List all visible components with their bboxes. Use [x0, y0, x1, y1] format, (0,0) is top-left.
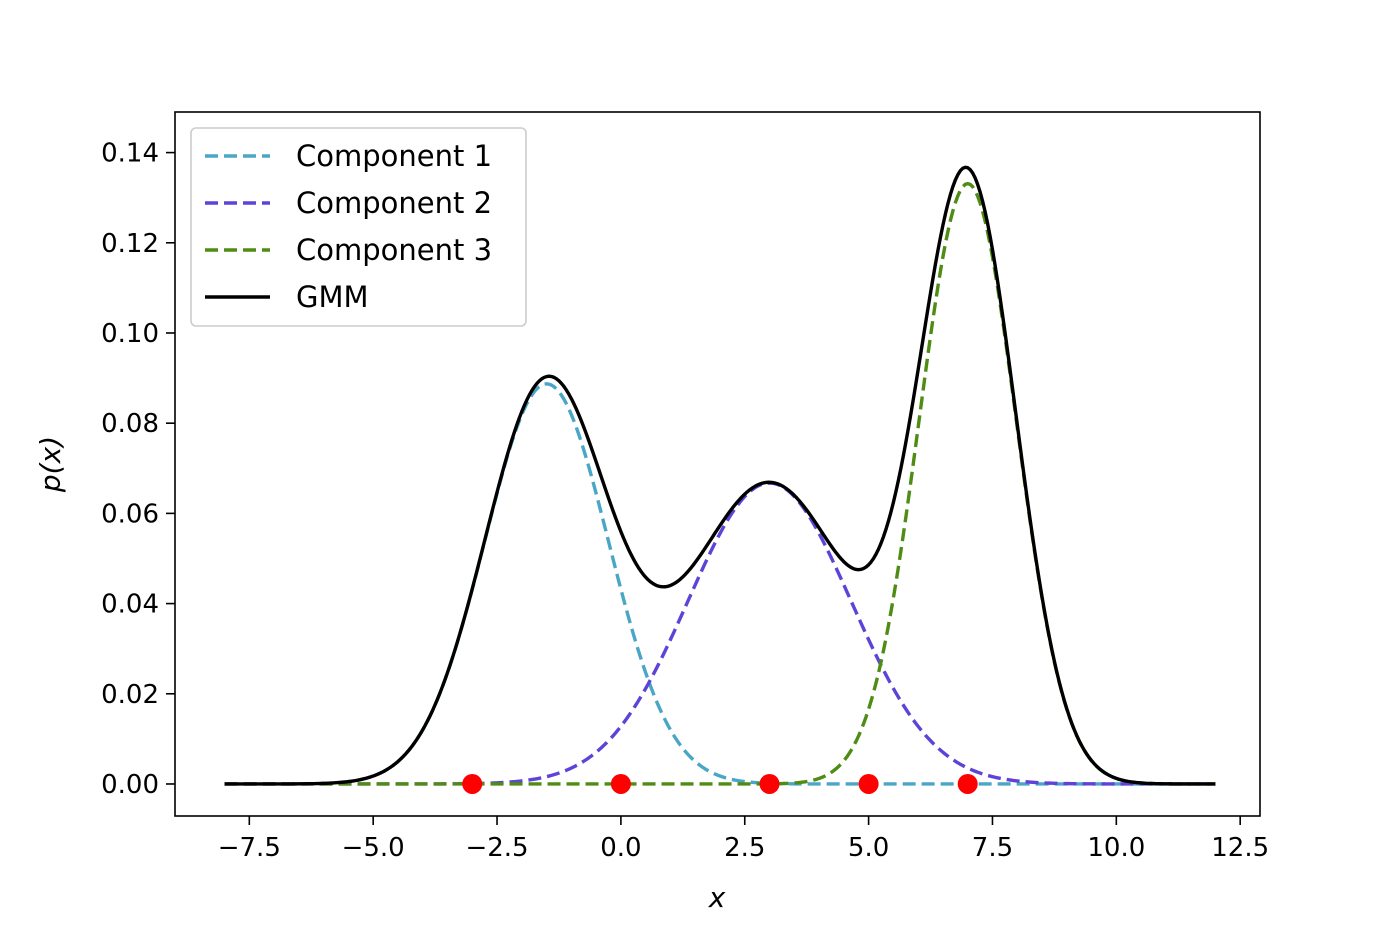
- x-axis-label: x: [708, 881, 726, 914]
- data-point: [858, 773, 879, 794]
- y-tick-label: 0.10: [101, 319, 159, 349]
- y-tick-label: 0.00: [101, 770, 159, 800]
- data-point: [462, 773, 483, 794]
- plot-frame: [174, 111, 1261, 817]
- data-point: [957, 773, 978, 794]
- y-tick-label: 0.02: [101, 680, 159, 710]
- y-tick-label: 0.06: [101, 499, 159, 529]
- series-line-component-3: [224, 181, 1216, 786]
- x-tick-label: −5.0: [342, 833, 405, 863]
- data-point: [610, 773, 631, 794]
- y-axis: 0.00 0.02 0.04 0.06 0.08 0.10 0.12 0.14: [101, 139, 175, 800]
- x-tick-label: 12.5: [1211, 833, 1269, 863]
- x-tick-label: −2.5: [465, 833, 528, 863]
- legend: Component 1 Component 2 Component 3 GMM: [190, 127, 527, 327]
- x-axis: −7.5 −5.0 −2.5 0.0 2.5 5.0 7.5 10.0 12.5: [218, 816, 1269, 863]
- legend-label: GMM: [296, 280, 369, 314]
- series-line-gmm: [224, 165, 1216, 786]
- y-tick-label: 0.04: [101, 590, 159, 620]
- x-tick-label: 0.0: [600, 833, 641, 863]
- legend-label: Component 3: [296, 233, 492, 267]
- x-tick-label: 2.5: [724, 833, 765, 863]
- x-tick-label: 10.0: [1087, 833, 1145, 863]
- series-line-component-2: [224, 481, 1216, 786]
- x-tick-label: 7.5: [972, 833, 1013, 863]
- curves-layer: [224, 165, 1216, 786]
- series-line-component-1: [224, 382, 1216, 786]
- legend-box: [190, 127, 527, 327]
- legend-label: Component 2: [296, 186, 492, 220]
- legend-label: Component 1: [296, 139, 492, 173]
- y-axis-label: p(x): [34, 436, 67, 493]
- data-point: [759, 773, 780, 794]
- x-tick-label: 5.0: [848, 833, 889, 863]
- x-tick-label: −7.5: [218, 833, 281, 863]
- y-tick-label: 0.12: [101, 229, 159, 259]
- y-tick-label: 0.08: [101, 409, 159, 439]
- points-layer: [462, 773, 978, 794]
- y-tick-label: 0.14: [101, 139, 159, 169]
